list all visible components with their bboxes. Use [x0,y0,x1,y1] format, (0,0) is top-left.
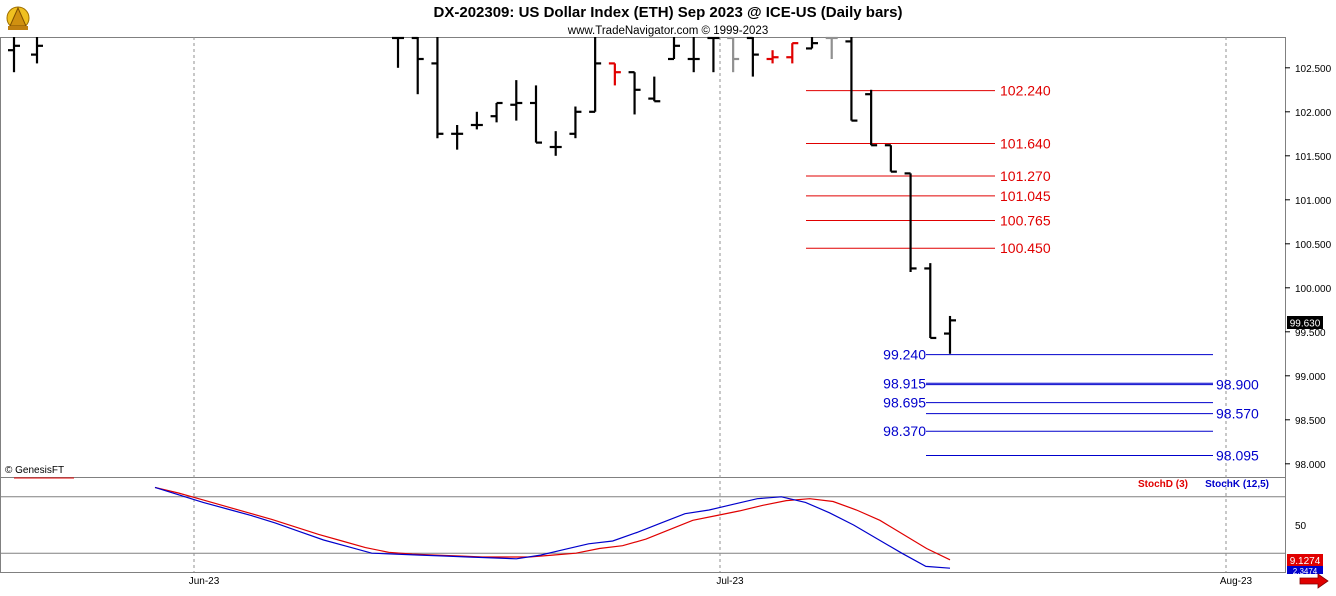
ohlc-bar [707,36,720,73]
resistance-label: 100.765 [1000,212,1051,228]
date-axis: Jun-23 Jul-23 Aug-23 [189,37,1253,587]
ohlc-bar [648,76,661,103]
support-label: 98.900 [1216,377,1259,393]
ohlc-bar [746,36,759,77]
support-label: 98.695 [883,395,926,411]
ohlc-bar [865,89,878,147]
ohlc-bar [766,50,779,64]
ohlc-bar [392,36,404,68]
ohlc-bar [727,36,740,73]
ohlc-bar [31,37,43,64]
ohlc-bar [825,36,838,59]
resistance-label: 100.450 [1000,240,1051,256]
stoch-k-line [154,486,951,569]
legend-stoch-k: StochK (12,5) [1205,479,1269,490]
logo-icon [6,6,30,30]
ohlc-bar [786,42,799,64]
ohlc-bar [510,80,523,121]
ohlc-bar [687,37,700,73]
ohlc-bar [589,37,602,113]
stoch-d-line [154,486,951,561]
ohlc-bar [431,37,444,139]
x-tick-label: Jun-23 [189,576,220,587]
last-price-label: 99.630 [1290,319,1321,330]
y-tick-label: 99.500 [1295,328,1326,339]
ohlc-bar [530,85,542,144]
support-label: 98.570 [1216,406,1259,422]
ohlc-bar [628,71,641,115]
ohlc-bar [490,101,503,123]
ohlc-bar [806,37,818,50]
stochastic-panel [0,477,1286,573]
price-panel [0,37,1286,478]
resistance-label: 101.270 [1000,168,1051,184]
ohlc-bar [924,263,937,340]
chart-title: DX-202309: US Dollar Index (ETH) Sep 202… [434,4,903,21]
ohlc-bar [549,131,562,156]
ohlc-bar [470,111,483,130]
ohlc-bar [608,62,621,86]
support-label: 99.240 [883,347,926,363]
stoch-y-tick-label: 50 [1295,521,1307,532]
y-tick-label: 101.500 [1295,152,1332,163]
ohlc-bar [411,36,424,95]
last-price-tag: 99.630 [1287,316,1323,330]
price-bars [8,36,956,354]
level-lines: 102.240 101.640 101.270 101.045 100.765 100.4… [806,83,1259,463]
y-tick-label: 100.000 [1295,284,1332,295]
y-tick-label: 102.000 [1295,108,1332,119]
ohlc-bar [944,315,956,354]
support-label: 98.915 [883,375,926,391]
ohlc-bar [451,125,464,150]
copyright-label: © GenesisFT [5,465,64,476]
chart-subtitle: www.TradeNavigator.com © 1999-2023 [567,25,768,37]
stoch-d-last-value: 9.1274 [1290,556,1321,567]
x-tick-label: Jul-23 [716,576,744,587]
y-tick-label: 100.500 [1295,240,1332,251]
scroll-right-arrow-icon[interactable] [1299,573,1329,589]
stochastic-axis: 50 [1,496,1307,554]
resistance-label: 101.045 [1000,188,1051,204]
support-label: 98.095 [1216,447,1259,463]
x-tick-label: Aug-23 [1220,576,1253,587]
y-tick-label: 102.500 [1295,64,1332,75]
y-tick-label: 99.000 [1295,372,1326,383]
y-tick-label: 101.000 [1295,196,1332,207]
ohlc-bar [8,37,20,73]
ohlc-bar [668,37,680,61]
ohlc-bar [845,37,858,122]
resistance-label: 101.640 [1000,135,1051,151]
ohlc-bar [904,172,917,272]
resistance-label: 102.240 [1000,83,1051,99]
legend-stoch-d: StochD (3) [1138,479,1188,490]
ohlc-bar [569,106,582,139]
ohlc-bar [884,144,897,173]
price-axis: 102.500 102.000 101.500 101.000 100.500 100.0… [1285,64,1332,471]
stoch-k-last-value: 2.3474 [1293,567,1318,576]
stochastic-lines [154,486,951,569]
support-label: 98.370 [883,423,926,439]
stoch-value-tags: 9.1274 2.3474 [1287,554,1323,576]
y-tick-label: 98.000 [1295,460,1326,471]
y-tick-label: 98.500 [1295,416,1326,427]
